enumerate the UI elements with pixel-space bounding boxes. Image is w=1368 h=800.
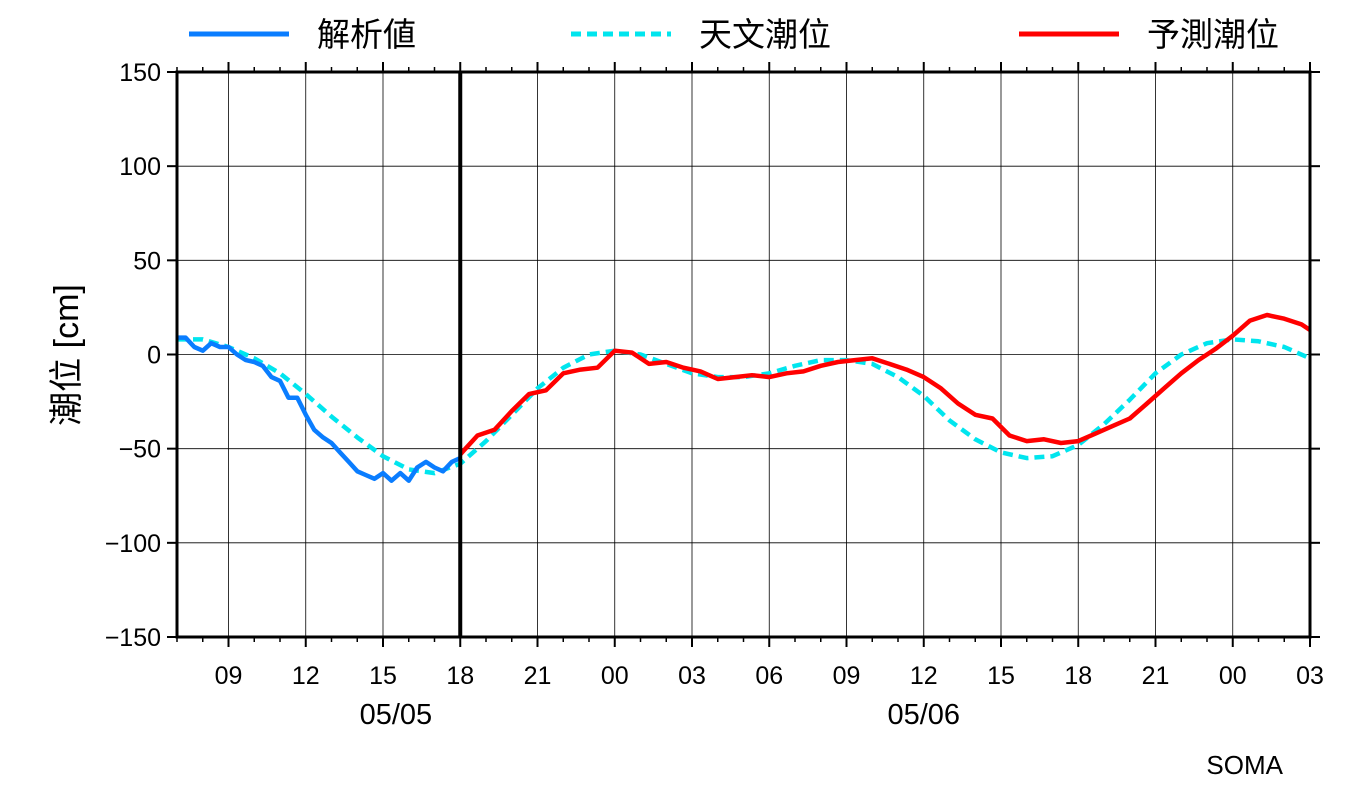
y-tick-label: 150: [119, 59, 161, 87]
date-label: 05/05: [360, 699, 433, 731]
x-tick-label: 21: [524, 662, 552, 690]
x-tick-label: 12: [910, 662, 938, 690]
x-tick-label: 15: [987, 662, 1015, 690]
series-line-1: [177, 337, 1311, 476]
x-tick-label: 00: [601, 662, 629, 690]
x-tick-label: 03: [1296, 662, 1324, 690]
legend-label: 予測潮位: [1147, 16, 1279, 53]
x-tick-label: 18: [446, 662, 474, 690]
y-tick-labels: 150 100 50 0 −50 −100 −150: [105, 59, 161, 652]
y-tick-label: 100: [119, 153, 161, 181]
x-tick-labels: 09 12 15 18 21 00 03 06 09 12 15 18 21 00 03: [215, 662, 1324, 690]
date-label: 05/06: [887, 699, 960, 731]
x-tick-label: 00: [1219, 662, 1247, 690]
y-tick-label: 0: [147, 342, 161, 370]
x-tick-label: 09: [833, 662, 861, 690]
legend: 解析値 天文潮位 予測潮位: [189, 16, 1279, 53]
x-tick-label: 18: [1064, 662, 1092, 690]
station-label: SOMA: [1206, 750, 1283, 780]
grid: [177, 71, 1311, 638]
x-tick-label: 03: [678, 662, 706, 690]
x-tick-label: 12: [292, 662, 320, 690]
y-tick-label: −150: [105, 624, 161, 652]
legend-label: 解析値: [317, 16, 416, 53]
y-tick-label: −50: [119, 436, 161, 464]
y-axis-label: 潮位 [cm]: [48, 284, 86, 426]
series-line-2: [458, 312, 1312, 456]
y-tick-label: −100: [105, 530, 161, 558]
y-tick-label: 50: [133, 247, 161, 275]
x-tick-label: 15: [369, 662, 397, 690]
series-lines: [177, 312, 1312, 483]
x-tick-label: 21: [1142, 662, 1170, 690]
x-tick-label: 09: [215, 662, 243, 690]
legend-label: 天文潮位: [699, 16, 831, 53]
date-labels: 05/05 05/06: [360, 699, 960, 731]
x-tick-label: 06: [755, 662, 783, 690]
plot-frame: [175, 70, 1312, 639]
series-line-0: [177, 335, 462, 483]
